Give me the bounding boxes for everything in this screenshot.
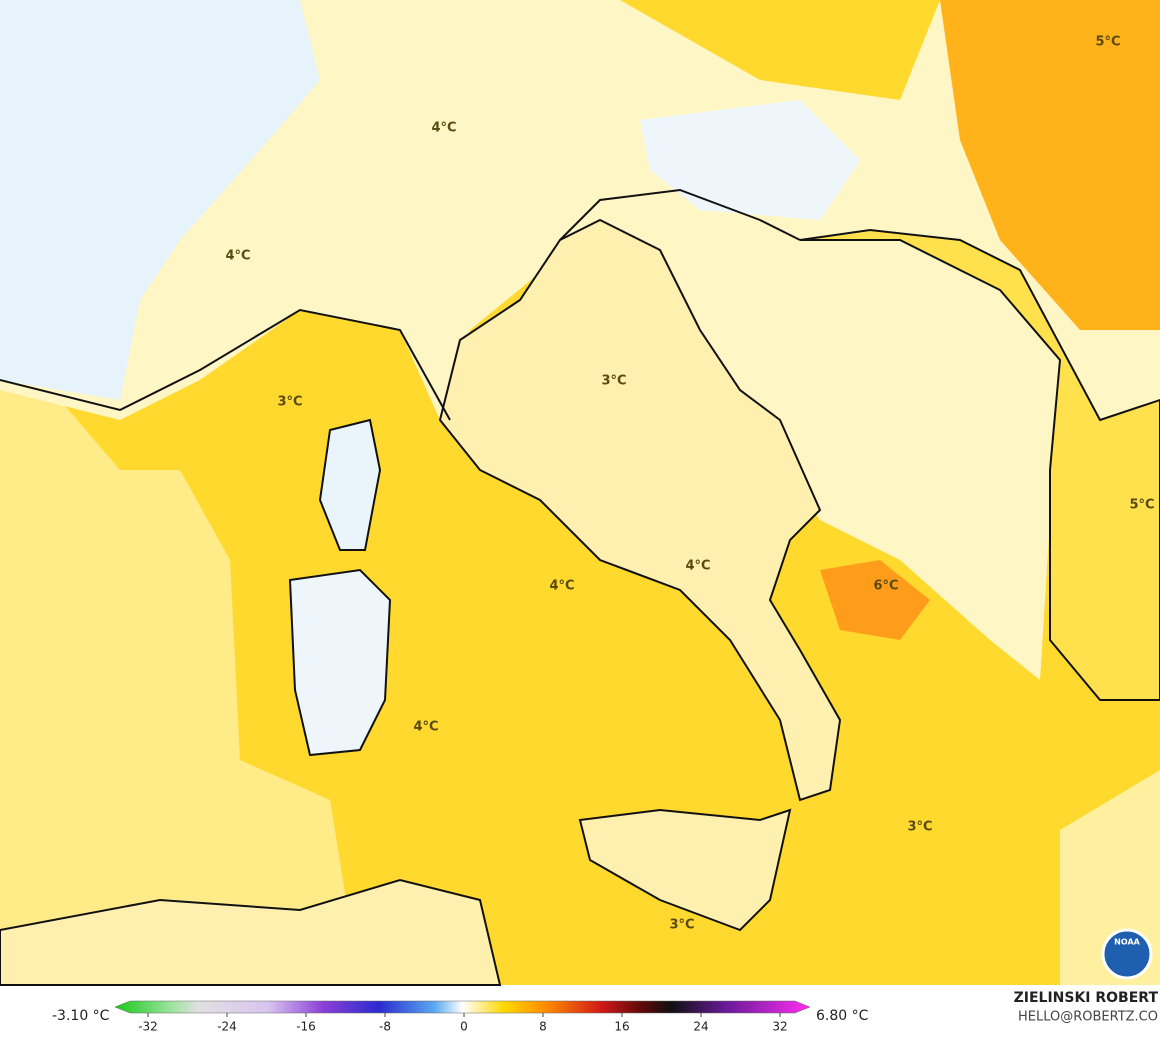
temperature-label: 4°C xyxy=(413,720,438,735)
colorbar-tick-label: -24 xyxy=(217,1020,237,1034)
map xyxy=(0,0,1160,986)
logo-text: NOAA xyxy=(1114,938,1140,947)
credit-author: ZIELINSKI ROBERT xyxy=(1014,990,1159,1006)
colorbar xyxy=(114,1000,811,1014)
colorbar-tick-label: 8 xyxy=(539,1020,547,1034)
temperature-label: 5°C xyxy=(1095,35,1120,50)
colorbar-tick-label: 24 xyxy=(693,1020,708,1034)
colorbar-min-label: -3.10 °C xyxy=(52,1008,110,1024)
colorbar-tick-label: 32 xyxy=(772,1020,787,1034)
temperature-label: 4°C xyxy=(431,121,456,136)
temperature-label: 3°C xyxy=(907,820,932,835)
colorbar-tick-label: -16 xyxy=(296,1020,316,1034)
temperature-label: 3°C xyxy=(277,395,302,410)
colorbar-tick-label: -8 xyxy=(379,1020,391,1034)
colorbar-tick-label: 16 xyxy=(614,1020,629,1034)
credit-contact: HELLO@ROBERTZ.CO xyxy=(1018,1010,1158,1025)
temperature-label: 5°C xyxy=(1129,498,1154,513)
temperature-label: 4°C xyxy=(549,579,574,594)
temperature-label: 3°C xyxy=(601,374,626,389)
map-labels: 5°C 4°C 4°C 3°C 3°C 4°C 4°C 6°C 4°C 3°C 3°C 5°C xyxy=(225,35,1154,933)
colorbar-ticks: -32 -24 -16 -8 0 8 16 24 32 xyxy=(138,1013,788,1034)
temperature-label: 3°C xyxy=(669,918,694,933)
colorbar-tick-label: 0 xyxy=(460,1020,468,1034)
colorbar-max-label: 6.80 °C xyxy=(816,1008,869,1024)
temperature-label: 4°C xyxy=(225,249,250,264)
temperature-label: 6°C xyxy=(873,579,898,594)
colorbar-tick-label: -32 xyxy=(138,1020,158,1034)
temperature-label: 4°C xyxy=(685,559,710,574)
